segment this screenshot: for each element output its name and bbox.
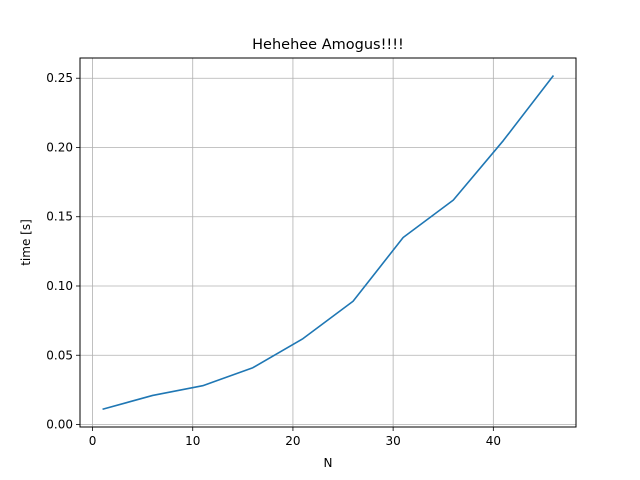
x-tick-label: 30 xyxy=(385,434,400,448)
y-axis-label: time [s] xyxy=(19,219,33,266)
y-tick-label: 0.10 xyxy=(46,279,73,293)
x-axis-label: N xyxy=(324,456,333,470)
chart-title: Hehehee Amogus!!!! xyxy=(252,37,404,53)
x-axis-ticks: 0 10 20 30 40 xyxy=(89,427,501,448)
x-tick-label: 20 xyxy=(285,434,300,448)
y-tick-label: 0.20 xyxy=(46,140,73,154)
plot-frame xyxy=(79,57,577,428)
y-tick-label: 0.05 xyxy=(46,348,73,362)
x-tick-label: 0 xyxy=(89,434,97,448)
series-line xyxy=(102,74,555,411)
y-tick-label: 0.15 xyxy=(46,210,73,224)
y-tick-label: 0.00 xyxy=(46,418,73,432)
x-tick-label: 10 xyxy=(185,434,200,448)
y-tick-label: 0.25 xyxy=(46,71,73,85)
grid xyxy=(80,58,576,427)
y-axis-ticks: 0.00 0.05 0.10 0.15 0.20 0.25 xyxy=(46,71,80,432)
x-tick-label: 40 xyxy=(486,434,501,448)
series-layer xyxy=(102,74,555,411)
